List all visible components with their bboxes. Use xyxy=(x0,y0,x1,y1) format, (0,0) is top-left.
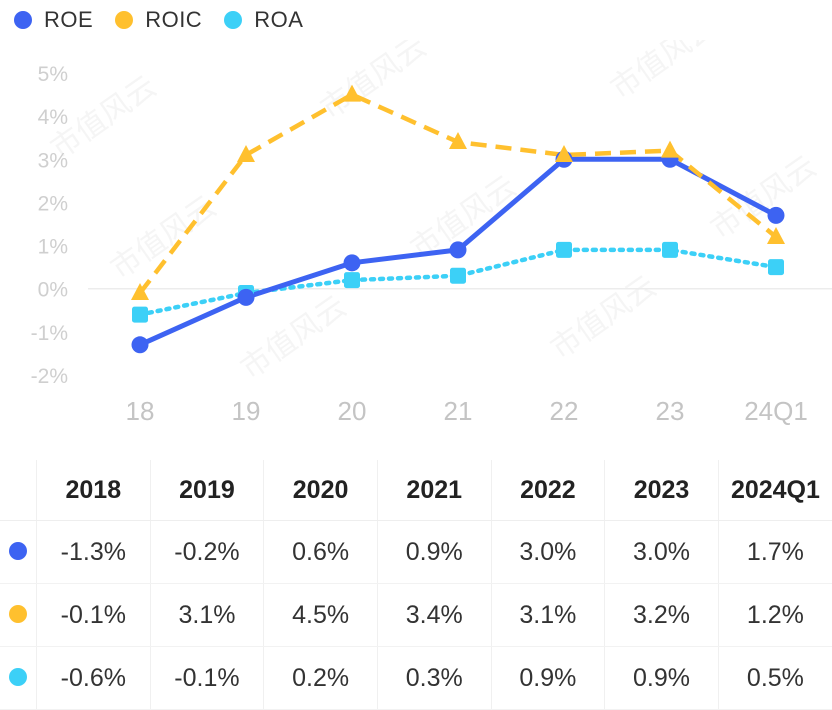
table-row-roa: -0.6% -0.1% 0.2% 0.3% 0.9% 0.9% 0.5% xyxy=(0,646,832,710)
legend-marker xyxy=(14,11,32,29)
y-tick-label: 5% xyxy=(38,63,68,86)
table-cell: -1.3% xyxy=(36,520,151,584)
x-tick-label: 20 xyxy=(338,396,367,426)
watermark-text: 市值风云 xyxy=(105,189,223,286)
legend-item-roic[interactable]: ROIC xyxy=(115,7,202,33)
table-cell: 0.3% xyxy=(376,646,492,710)
data-point-roa[interactable] xyxy=(450,267,466,284)
data-point-roic[interactable] xyxy=(661,140,679,158)
table-header-row: 2018 2019 2020 2021 2022 2023 2024Q1 xyxy=(0,460,832,521)
data-point-roic[interactable] xyxy=(555,144,573,162)
watermark-text: 市值风云 xyxy=(545,269,663,366)
x-tick-label: 19 xyxy=(232,396,261,426)
table-cell: 0.6% xyxy=(263,520,378,584)
table-header-cell: 2021 xyxy=(376,460,492,521)
data-point-roe[interactable] xyxy=(237,288,255,306)
watermark-text: 市值风云 xyxy=(605,40,723,107)
x-tick-label: 22 xyxy=(550,396,579,426)
legend-item-roe[interactable]: ROE xyxy=(14,7,93,33)
data-point-roic[interactable] xyxy=(343,84,361,102)
y-tick-label: 0% xyxy=(38,279,68,302)
data-point-roa[interactable] xyxy=(556,241,572,258)
y-tick-label: 1% xyxy=(38,236,68,259)
table-cell: 3.1% xyxy=(149,583,264,647)
table-cell: 0.9% xyxy=(604,646,719,710)
data-point-roe[interactable] xyxy=(767,206,785,224)
data-point-roe[interactable] xyxy=(449,241,467,259)
watermark-text: 市值风云 xyxy=(235,289,353,386)
data-point-roa[interactable] xyxy=(344,272,360,289)
y-tick-label: 3% xyxy=(38,149,68,172)
table-cell: 3.0% xyxy=(604,520,719,584)
table-cell: 1.2% xyxy=(717,583,832,647)
table-cell: -0.6% xyxy=(36,646,151,710)
table-body: -1.3% -0.2% 0.6% 0.9% 3.0% 3.0% 1.7% -0.1% 3.1% 4… xyxy=(0,520,832,710)
data-point-roic[interactable] xyxy=(131,283,149,301)
legend-label: ROE xyxy=(44,7,94,32)
data-point-roa[interactable] xyxy=(662,241,678,258)
series-marker-cell xyxy=(0,646,37,710)
table-row-roic: -0.1% 3.1% 4.5% 3.4% 3.1% 3.2% 1.2% xyxy=(0,583,832,647)
y-tick-label: -1% xyxy=(31,322,68,345)
legend-label: ROA xyxy=(254,7,304,32)
series-color-dot xyxy=(9,604,27,623)
legend-label: ROIC xyxy=(145,7,203,32)
data-point-roa[interactable] xyxy=(768,259,784,276)
y-tick-label: 4% xyxy=(38,106,68,129)
series-marker-cell xyxy=(0,583,37,647)
data-table: 2018 2019 2020 2021 2022 2023 2024Q1 -1.3% -0.2… xyxy=(0,460,832,710)
x-tick-label: 18 xyxy=(126,396,155,426)
y-tick-label: 2% xyxy=(38,192,68,215)
table-cell: -0.2% xyxy=(149,520,264,584)
legend-marker xyxy=(224,11,243,29)
watermark-text: 市值风云 xyxy=(315,40,433,127)
data-point-roe[interactable] xyxy=(343,254,361,272)
table-header-cell: 2022 xyxy=(490,460,605,521)
table-cell: 0.9% xyxy=(490,646,605,710)
x-tick-label: 21 xyxy=(444,396,473,426)
y-tick-label: -2% xyxy=(31,365,68,388)
table-cell: 3.4% xyxy=(376,583,492,647)
table-cell: 3.2% xyxy=(604,583,719,647)
legend-item-roa[interactable]: ROA xyxy=(224,7,303,33)
table-cell: 3.1% xyxy=(490,583,605,647)
chart-legend: ROE ROIC ROA xyxy=(14,4,325,36)
table-cell: -0.1% xyxy=(36,583,151,647)
table-cell: 0.2% xyxy=(263,646,378,710)
data-point-roic[interactable] xyxy=(237,144,255,162)
data-point-roic[interactable] xyxy=(449,132,467,150)
table-cell: 3.0% xyxy=(490,520,605,584)
table-row-roe: -1.3% -0.2% 0.6% 0.9% 3.0% 3.0% 1.7% xyxy=(0,520,832,584)
series-line-roic xyxy=(138,92,778,295)
data-point-roa[interactable] xyxy=(132,306,148,323)
table-cell: 4.5% xyxy=(263,583,378,647)
series-color-dot xyxy=(9,667,27,686)
table-cell: 1.7% xyxy=(717,520,832,584)
series-marker-cell xyxy=(0,520,37,584)
table-cell: -0.1% xyxy=(149,646,264,710)
watermark-text: 市值风云 xyxy=(705,149,823,246)
table-header-cell: 2019 xyxy=(149,460,264,521)
table-cell: 0.5% xyxy=(717,646,832,710)
table-header-cell: 2018 xyxy=(36,460,151,521)
data-point-roe[interactable] xyxy=(131,336,149,354)
table-header-cell: 2023 xyxy=(604,460,719,521)
table-cell: 0.9% xyxy=(376,520,492,584)
x-tick-label: 24Q1 xyxy=(744,396,808,426)
legend-marker xyxy=(115,11,134,29)
x-tick-label: 23 xyxy=(656,396,685,426)
series-color-dot xyxy=(9,541,27,560)
data-point-roic[interactable] xyxy=(767,226,785,244)
table-header-cell: 2020 xyxy=(263,460,378,521)
table-header-cell: 2024Q1 xyxy=(717,460,832,521)
table-corner-cell xyxy=(0,460,37,521)
